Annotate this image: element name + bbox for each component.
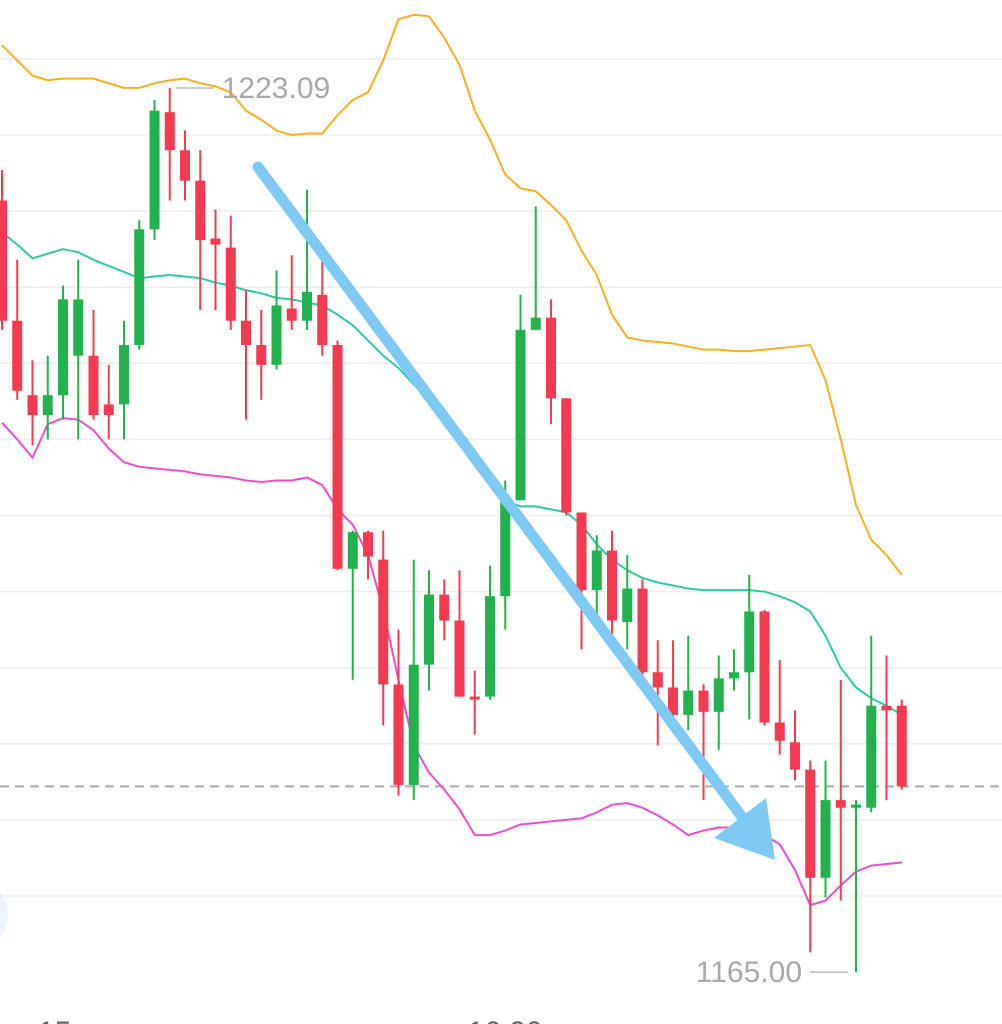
candle-body	[652, 672, 663, 688]
candle-body	[576, 512, 587, 591]
candle-body	[790, 742, 800, 770]
candle-body	[713, 678, 724, 712]
candle-body	[363, 532, 373, 557]
candle-body	[485, 596, 495, 697]
max-label: 1223.09	[222, 72, 330, 105]
candle-body	[302, 291, 312, 321]
candle-body	[622, 588, 633, 623]
candle-body	[881, 705, 892, 711]
candle-body	[408, 664, 419, 785]
candle-body	[378, 559, 389, 685]
candle-body	[637, 588, 648, 673]
annotations: 1223.09 1165.00 15 16:00	[38, 72, 848, 1024]
candle-body	[180, 150, 190, 181]
candle-body	[225, 247, 236, 321]
candle-body	[759, 611, 770, 723]
candle-body	[347, 532, 358, 569]
bands	[1, 13, 903, 907]
candle-body	[0, 200, 7, 321]
trend-arrow	[252, 161, 775, 860]
candle-body	[469, 696, 480, 700]
candle-body	[393, 684, 404, 785]
candle-body	[256, 345, 267, 365]
candle-body	[103, 404, 114, 416]
band-line	[1, 13, 903, 576]
candle-body	[12, 320, 23, 391]
candle-body	[744, 611, 755, 673]
candle-body	[530, 317, 541, 330]
candle-body	[729, 672, 739, 679]
candle-body	[561, 398, 572, 513]
candle-body	[454, 620, 465, 697]
candle-body	[286, 308, 297, 321]
candle-body	[546, 317, 556, 399]
candle-body	[439, 594, 450, 621]
candle-body	[820, 800, 831, 878]
candle-body	[271, 305, 282, 365]
candle-body	[332, 345, 343, 569]
candle-body	[774, 722, 785, 741]
candle-body	[119, 345, 129, 405]
arrow-shaft	[252, 161, 754, 831]
side-handle	[0, 891, 8, 939]
x-tick-label: 15	[38, 1016, 71, 1024]
candle-body	[241, 320, 251, 346]
candle-body	[73, 299, 84, 356]
candle-body	[134, 229, 145, 346]
candle-body	[851, 804, 861, 808]
candle-body	[805, 769, 816, 878]
candles	[0, 87, 907, 973]
x-tick-label: 16:00	[467, 1016, 542, 1024]
candle-body	[164, 112, 175, 151]
arrow-head	[714, 798, 775, 860]
grid	[0, 58, 1002, 897]
candle-body	[27, 395, 38, 416]
candle-body	[698, 690, 709, 712]
candle-body	[515, 329, 526, 501]
candle-body	[896, 705, 907, 787]
candle-body	[42, 395, 53, 416]
candle-body	[835, 800, 846, 808]
candle-body	[88, 355, 99, 416]
candle-body	[591, 550, 602, 591]
candle-body	[866, 705, 877, 808]
candle-body	[149, 110, 160, 230]
candle-body	[210, 238, 221, 245]
candle-body	[607, 550, 617, 621]
candle-body	[500, 500, 511, 597]
candle-body	[58, 299, 68, 396]
candle-body	[317, 294, 328, 346]
candle-body	[195, 180, 206, 241]
candle-body	[668, 687, 678, 715]
min-label: 1165.00	[696, 956, 802, 989]
candle-body	[683, 690, 694, 715]
candle-body	[424, 594, 434, 665]
